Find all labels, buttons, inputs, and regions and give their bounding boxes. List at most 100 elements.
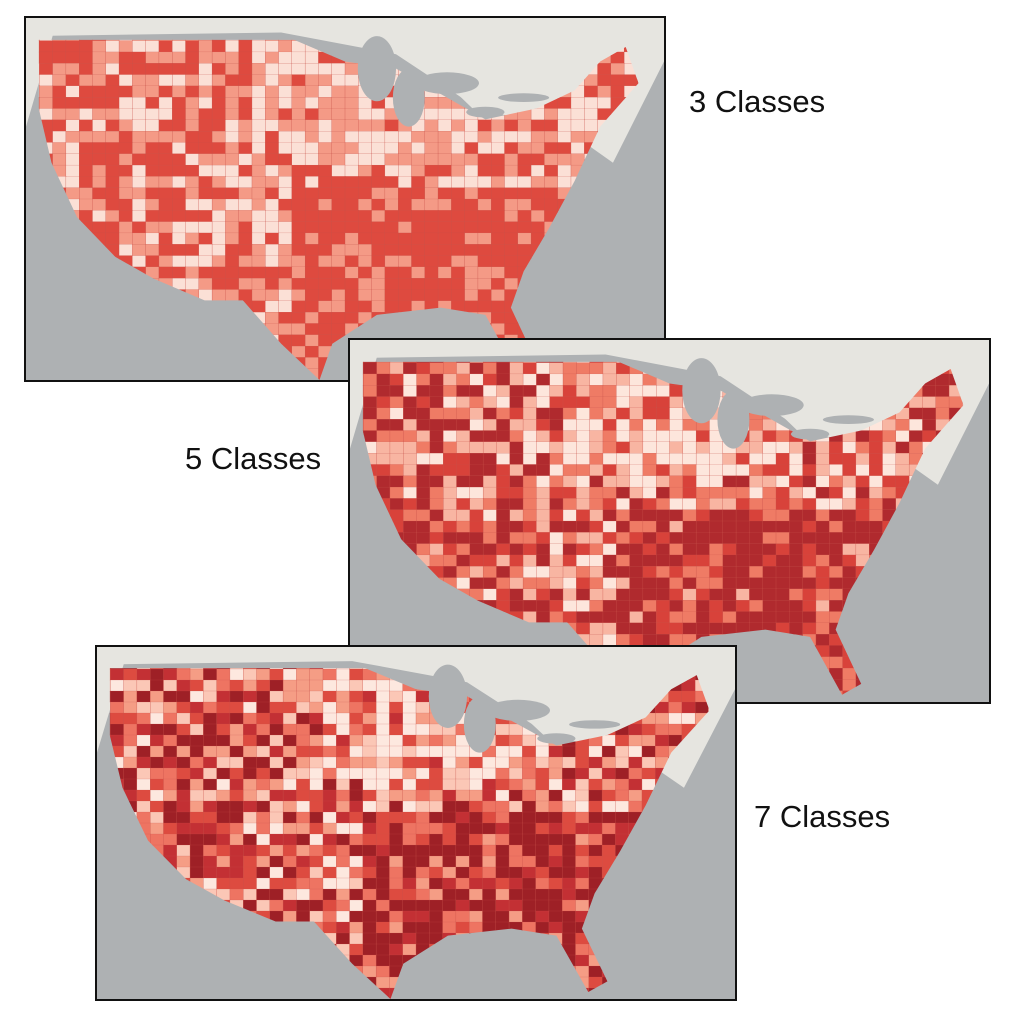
county bbox=[669, 577, 684, 590]
county bbox=[362, 932, 377, 945]
county bbox=[668, 855, 683, 868]
county bbox=[482, 532, 497, 544]
county bbox=[109, 866, 111, 879]
county bbox=[291, 244, 306, 256]
county bbox=[349, 855, 364, 868]
county bbox=[243, 668, 257, 681]
county bbox=[376, 566, 391, 578]
county bbox=[109, 987, 111, 999]
county bbox=[322, 910, 337, 923]
county bbox=[588, 844, 603, 857]
county bbox=[398, 187, 412, 200]
county bbox=[504, 300, 519, 313]
county bbox=[185, 244, 200, 256]
county bbox=[584, 187, 599, 200]
county bbox=[722, 955, 736, 966]
county bbox=[198, 63, 213, 75]
county bbox=[150, 976, 164, 989]
county bbox=[589, 554, 604, 567]
county bbox=[176, 921, 191, 934]
county bbox=[469, 899, 483, 912]
county bbox=[576, 396, 591, 409]
county bbox=[655, 833, 670, 846]
county bbox=[424, 164, 439, 177]
county bbox=[150, 822, 164, 835]
county bbox=[482, 430, 497, 443]
county bbox=[694, 987, 709, 999]
county bbox=[123, 910, 138, 923]
county bbox=[451, 289, 466, 302]
county bbox=[509, 532, 524, 544]
county bbox=[694, 866, 709, 879]
county bbox=[437, 131, 452, 143]
county bbox=[495, 800, 510, 813]
county bbox=[402, 910, 417, 923]
county bbox=[562, 789, 576, 802]
county bbox=[629, 464, 644, 477]
county bbox=[709, 634, 724, 646]
county bbox=[668, 844, 683, 857]
county bbox=[637, 119, 639, 132]
county bbox=[637, 278, 639, 290]
county bbox=[163, 943, 178, 956]
county bbox=[79, 368, 93, 380]
county bbox=[389, 600, 404, 612]
county bbox=[584, 244, 599, 256]
county bbox=[628, 789, 643, 802]
county bbox=[669, 430, 684, 443]
county bbox=[935, 396, 950, 409]
county bbox=[869, 453, 883, 465]
county bbox=[623, 278, 638, 290]
county bbox=[172, 153, 186, 166]
county bbox=[642, 554, 657, 567]
county bbox=[562, 464, 577, 477]
county bbox=[415, 921, 430, 934]
county bbox=[92, 119, 107, 132]
county bbox=[802, 532, 817, 544]
county bbox=[842, 622, 857, 635]
county bbox=[482, 543, 497, 556]
county bbox=[908, 566, 923, 578]
county bbox=[544, 221, 559, 234]
county bbox=[309, 921, 324, 934]
county bbox=[455, 833, 470, 846]
county bbox=[251, 198, 266, 211]
county bbox=[362, 789, 377, 802]
county bbox=[211, 74, 226, 87]
county bbox=[469, 520, 484, 533]
county bbox=[371, 198, 386, 211]
county bbox=[256, 833, 271, 846]
county bbox=[38, 300, 40, 313]
county bbox=[588, 877, 603, 890]
county bbox=[296, 855, 311, 868]
county bbox=[616, 441, 631, 454]
county bbox=[79, 357, 93, 369]
county bbox=[722, 713, 736, 724]
county bbox=[708, 811, 710, 824]
county bbox=[278, 51, 293, 64]
county bbox=[669, 498, 684, 510]
county bbox=[682, 464, 697, 477]
county bbox=[105, 334, 120, 347]
county bbox=[562, 932, 576, 945]
county bbox=[491, 266, 505, 279]
county bbox=[517, 119, 532, 132]
county bbox=[469, 588, 484, 601]
county bbox=[656, 509, 670, 522]
county bbox=[962, 498, 964, 510]
county bbox=[229, 701, 244, 714]
county bbox=[682, 600, 697, 612]
county bbox=[895, 453, 910, 465]
county bbox=[482, 855, 497, 868]
county bbox=[189, 866, 204, 879]
county bbox=[309, 690, 324, 703]
county bbox=[92, 368, 107, 380]
county bbox=[132, 97, 147, 109]
county bbox=[575, 822, 590, 835]
county bbox=[694, 932, 709, 945]
county bbox=[749, 532, 764, 544]
county bbox=[589, 385, 604, 397]
county bbox=[623, 266, 638, 279]
county bbox=[935, 509, 950, 522]
county bbox=[451, 176, 466, 188]
